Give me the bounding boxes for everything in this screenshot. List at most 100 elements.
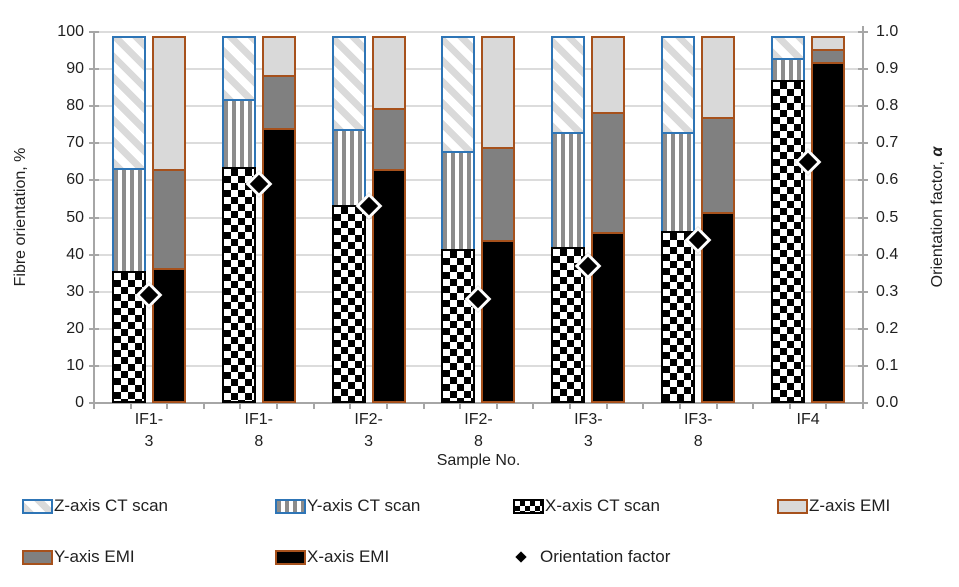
gridline	[94, 105, 863, 108]
gridline	[94, 68, 863, 71]
bottom-tick	[459, 403, 462, 409]
bar-segment-x-axis-ct-scan	[441, 249, 476, 403]
bottom-axis-line	[93, 402, 864, 404]
left-axis-tick-label: 90	[66, 60, 84, 78]
bar-segment-x-axis-ct-scan	[771, 80, 806, 403]
bar-segment-z-axis-emi	[261, 36, 296, 77]
y-ct-swatch-icon	[275, 498, 306, 514]
bottom-tick	[862, 403, 864, 409]
category-label: IF3- 8	[683, 411, 713, 450]
bottom-tick	[166, 403, 169, 409]
bar-segment-z-axis-emi	[591, 36, 626, 114]
bottom-tick	[788, 403, 791, 409]
bar-segment-z-axis-ct-scan	[771, 36, 806, 61]
legend-label: X-axis EMI	[307, 547, 390, 566]
ct-stacked-bar	[661, 36, 696, 403]
bottom-tick	[678, 403, 681, 409]
bottom-tick	[569, 403, 572, 409]
category-cell	[643, 32, 753, 403]
bar-segment-z-axis-ct-scan	[551, 36, 586, 135]
emi-stacked-bar	[591, 36, 626, 403]
legend-item-y-ct: Y-axis CT scan	[275, 496, 513, 516]
ct-stacked-bar	[221, 36, 256, 403]
legend-row-1: Z-axis CT scan Y-axis CT scan X-axis CT …	[22, 496, 952, 516]
z-ct-swatch-icon	[22, 498, 53, 514]
bar-segment-z-axis-emi	[151, 36, 186, 172]
right-axis-title: Orientation factor, α	[929, 147, 947, 288]
right-axis-title-text: Orientation factor,	[929, 156, 946, 288]
gridline	[94, 31, 863, 33]
right-axis-tick-label: 0.7	[876, 134, 899, 152]
right-axis-tick-label: 0.2	[876, 319, 899, 337]
bar-segment-y-axis-ct-scan	[661, 132, 696, 233]
emi-stacked-bar	[701, 36, 736, 403]
legend-label: Z-axis CT scan	[54, 496, 168, 515]
legend-item-x-ct: X-axis CT scan	[513, 496, 777, 516]
legend-label: Orientation factor	[540, 547, 671, 566]
bottom-tick	[715, 403, 718, 409]
bar-segment-x-axis-emi	[481, 239, 516, 403]
bottom-tick	[312, 403, 315, 409]
gridline	[94, 142, 863, 145]
category-label: IF4	[796, 411, 820, 428]
bar-segment-y-axis-emi	[151, 169, 186, 270]
ct-stacked-bar	[441, 36, 476, 403]
gridline	[94, 327, 863, 330]
bar-segment-y-axis-emi	[591, 111, 626, 235]
bar-segment-x-axis-ct-scan	[551, 247, 586, 403]
left-axis-tick-label: 20	[66, 319, 84, 337]
bar-segment-y-axis-ct-scan	[551, 132, 586, 250]
bar-segment-x-axis-emi	[151, 267, 186, 403]
right-axis-tick-label: 0.3	[876, 282, 899, 300]
left-axis-tick-label: 50	[66, 208, 84, 226]
bar-segment-z-axis-emi	[481, 36, 516, 150]
bottom-tick	[532, 403, 535, 409]
category-cell	[314, 32, 424, 403]
y-emi-swatch-icon	[22, 549, 53, 565]
right-axis-tick-label: 0.4	[876, 245, 899, 263]
left-axis-tick-label: 0	[75, 394, 84, 411]
left-axis-tick-label: 80	[66, 97, 84, 115]
right-axis-tick-label: 0.6	[876, 171, 899, 189]
bar-segment-y-axis-emi	[371, 108, 406, 172]
bottom-tick	[642, 403, 645, 409]
bottom-tick	[385, 403, 388, 409]
bar-segment-x-axis-emi	[591, 232, 626, 403]
right-axis-tick-label: 0.9	[876, 60, 899, 78]
bar-segment-x-axis-ct-scan	[331, 204, 366, 403]
category-cell	[204, 32, 314, 403]
category-label: IF2- 3	[354, 411, 383, 450]
gridline	[94, 253, 863, 256]
bar-segment-y-axis-emi	[481, 147, 516, 242]
bottom-tick	[422, 403, 425, 409]
category-cell	[94, 32, 204, 403]
bar-segment-y-axis-emi	[261, 74, 296, 131]
bottom-tick	[825, 403, 828, 409]
category-label: IF3- 3	[574, 411, 603, 450]
gridline	[94, 364, 863, 367]
bar-segment-x-axis-emi	[811, 61, 846, 403]
legend-item-z-ct: Z-axis CT scan	[22, 496, 275, 516]
left-axis-tick-label: 100	[57, 23, 84, 40]
bar-segment-z-axis-ct-scan	[661, 36, 696, 135]
legend-label: X-axis CT scan	[545, 496, 660, 515]
category-label: IF1- 8	[244, 411, 273, 450]
bottom-tick	[495, 403, 498, 409]
bar-segment-z-axis-ct-scan	[221, 36, 256, 101]
z-emi-swatch-icon	[777, 498, 808, 514]
right-axis-tick-label: 0.8	[876, 97, 899, 115]
category-label: IF1- 3	[134, 411, 164, 450]
category-cell	[424, 32, 534, 403]
bottom-tick	[93, 403, 95, 409]
bar-segment-x-axis-ct-scan	[661, 230, 696, 403]
legend-item-z-emi: Z-axis EMI	[777, 496, 952, 516]
bottom-tick	[239, 403, 242, 409]
category-label: IF2- 8	[464, 411, 493, 450]
legend-item-orientation-factor: Orientation factor	[513, 547, 952, 567]
right-axis-line	[862, 26, 864, 404]
right-axis-tick-label: 0.5	[876, 208, 899, 226]
emi-stacked-bar	[261, 36, 296, 403]
left-axis-line	[93, 32, 95, 404]
bar-segment-z-axis-ct-scan	[111, 36, 146, 170]
